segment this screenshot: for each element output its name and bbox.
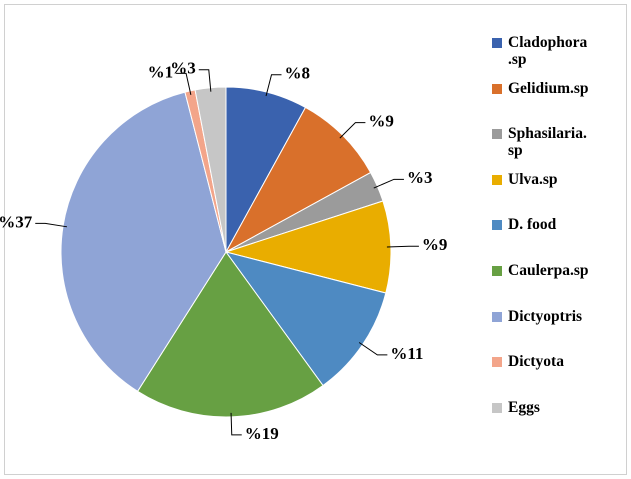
leader-line bbox=[339, 122, 366, 139]
legend-label: Cladophora .sp bbox=[508, 34, 588, 68]
legend-label: Caulerpa.sp bbox=[508, 262, 589, 279]
legend-item: Ulva.sp bbox=[492, 171, 604, 188]
data-label: %8 bbox=[285, 64, 311, 83]
legend-item: Eggs bbox=[492, 399, 604, 416]
data-label: %37 bbox=[0, 212, 33, 231]
legend-item: Cladophora .sp bbox=[492, 34, 604, 68]
legend-label: Dictyoptris bbox=[508, 307, 583, 325]
data-label: %1 bbox=[148, 62, 174, 81]
data-label: %19 bbox=[245, 424, 279, 443]
legend-swatch bbox=[492, 38, 502, 48]
legend-swatch bbox=[492, 402, 502, 413]
legend-swatch bbox=[492, 174, 502, 185]
leader-line bbox=[176, 72, 192, 95]
leader-line bbox=[373, 178, 404, 189]
legend-item: Dictyoptris bbox=[492, 308, 604, 325]
leader-line bbox=[35, 222, 68, 228]
legend-item: Caulerpa.sp bbox=[492, 262, 604, 279]
legend-swatch bbox=[492, 266, 502, 276]
data-label: %11 bbox=[390, 344, 423, 363]
legend-label: D. food bbox=[508, 216, 557, 234]
legend-label: Gelidium.sp bbox=[508, 79, 589, 97]
data-label: %3 bbox=[170, 59, 196, 78]
leader-line bbox=[358, 342, 388, 356]
legend-item: Sphasilaria. sp bbox=[492, 125, 604, 159]
leader-line bbox=[386, 245, 419, 248]
legend-item: Dictyota bbox=[492, 353, 604, 370]
legend-swatch bbox=[492, 83, 502, 94]
data-label: %9 bbox=[368, 112, 394, 131]
data-label: %3 bbox=[407, 168, 433, 187]
leader-line bbox=[230, 412, 242, 436]
legend-swatch bbox=[492, 220, 502, 231]
legend-label: Eggs bbox=[508, 398, 540, 416]
legend-swatch bbox=[492, 357, 502, 368]
data-label: %9 bbox=[422, 235, 448, 254]
legend-label: Ulva.sp bbox=[508, 170, 558, 188]
legend-item: D. food bbox=[492, 216, 604, 233]
legend-item: Gelidium.sp bbox=[492, 80, 604, 97]
legend-label: Sphasilaria. sp bbox=[508, 125, 587, 160]
legend-swatch bbox=[492, 129, 502, 140]
legend-swatch bbox=[492, 311, 502, 322]
legend-label: Dictyota bbox=[508, 353, 564, 371]
leader-line bbox=[265, 74, 282, 97]
leader-line bbox=[198, 69, 212, 92]
